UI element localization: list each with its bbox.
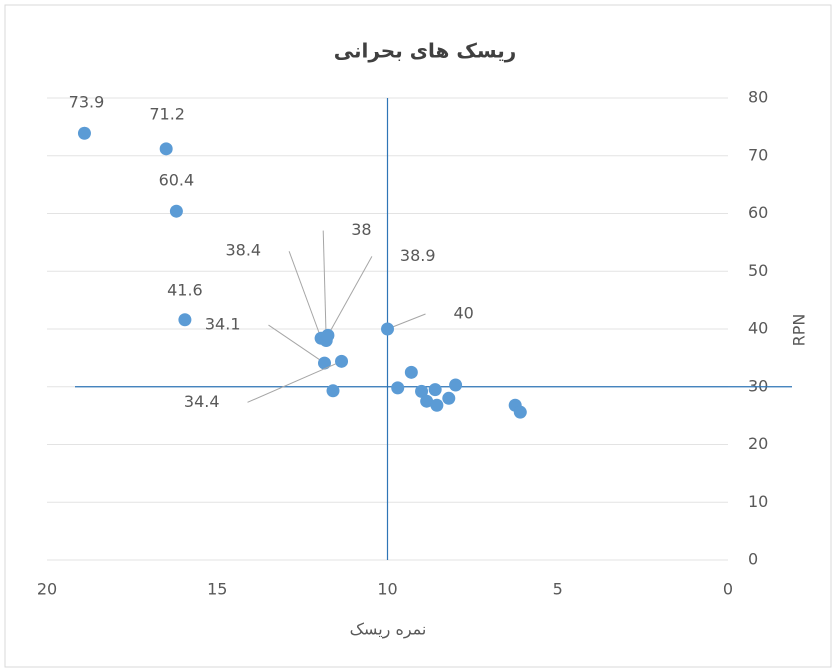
data-label: 38.9: [400, 246, 436, 265]
point: [514, 406, 527, 419]
point: [170, 205, 183, 218]
x-axis-label: نمره ریسک: [350, 620, 427, 640]
y-tick-label: 10: [748, 492, 768, 511]
y-tick-label: 80: [748, 88, 768, 107]
point: [318, 357, 331, 370]
point: [321, 329, 334, 342]
x-tick-label: 10: [377, 580, 397, 599]
point: [178, 313, 191, 326]
point: [429, 383, 442, 396]
point: [430, 399, 443, 412]
data-label: 34.1: [205, 315, 241, 334]
point: [405, 366, 418, 379]
x-tick-label: 0: [723, 580, 733, 599]
y-axis-label: RPN: [790, 314, 809, 347]
data-label: 71.2: [149, 104, 185, 123]
chart-title: ریسک های بحرانی: [334, 39, 516, 63]
point: [327, 384, 340, 397]
y-tick-label: 40: [748, 319, 768, 338]
data-label: 40: [454, 304, 474, 323]
x-tick-label: 15: [207, 580, 227, 599]
y-tick-label: 50: [748, 261, 768, 280]
chart-border: [5, 5, 831, 667]
data-label: 34.4: [184, 392, 220, 411]
y-tick-label: 60: [748, 203, 768, 222]
point: [449, 379, 462, 392]
point: [381, 323, 394, 336]
x-tick-label: 5: [553, 580, 563, 599]
point: [391, 381, 404, 394]
x-tick-label: 20: [37, 580, 57, 599]
data-label: 41.6: [167, 280, 203, 299]
y-tick-label: 30: [748, 376, 768, 395]
y-tick-label: 0: [748, 550, 758, 569]
data-label: 38: [351, 220, 371, 239]
data-label: 38.4: [225, 241, 261, 260]
data-label: 73.9: [69, 93, 105, 112]
chart: ریسک های بحرانی نمره ریسک RPN 0 10 20 30 40 5…: [0, 0, 836, 672]
point: [442, 392, 455, 405]
data-label: 60.4: [159, 171, 195, 190]
point: [160, 142, 173, 155]
point: [335, 355, 348, 368]
page: ریسک های بحرانی نمره ریسک RPN 0 10 20 30 40 5…: [0, 0, 836, 672]
y-tick-label: 20: [748, 434, 768, 453]
point: [78, 127, 91, 140]
y-tick-label: 70: [748, 145, 768, 164]
